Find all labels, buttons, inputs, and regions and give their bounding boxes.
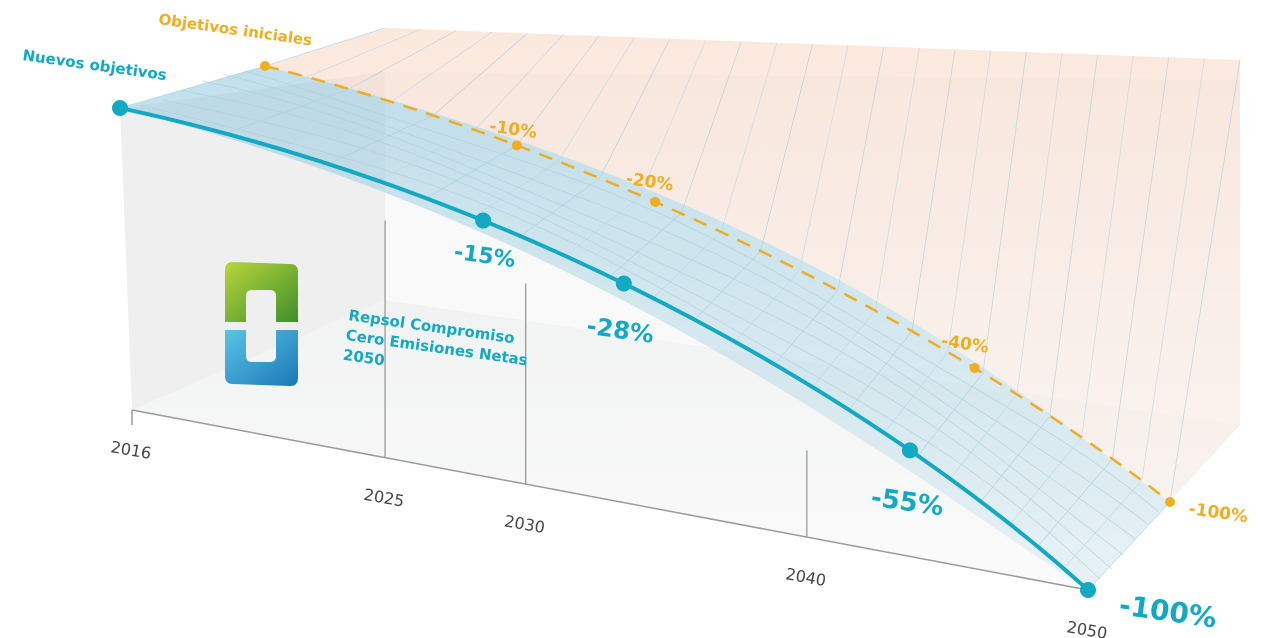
point-nuevos-2050 (1080, 582, 1096, 598)
legend-objetivos-iniciales: Objetivos iniciales (157, 10, 313, 49)
x-tick-label-2016: 2016 (109, 437, 152, 463)
data-label-iniciales-2050: -100% (1187, 499, 1249, 527)
orange-surface (265, 28, 1240, 502)
x-tick-label-2050: 2050 (1065, 617, 1108, 638)
x-tick-label-2030: 2030 (503, 511, 546, 537)
chart-box: 2016 2025 2030 2040 2050 (109, 27, 1241, 638)
point-nuevos-2030 (615, 275, 632, 292)
series-objetivos-iniciales-line (264, 64, 1171, 503)
x-axis-line (131, 409, 1089, 591)
point-nuevos-2040 (901, 442, 918, 459)
series-nuevos-objetivos-line (119, 106, 1090, 592)
point-iniciales-2040 (969, 363, 980, 374)
chart-floor (132, 300, 1240, 590)
point-nuevos-2025 (475, 212, 492, 229)
x-tick-label-2040: 2040 (784, 564, 827, 590)
point-iniciales-2050 (1165, 497, 1175, 507)
blue-surface (120, 66, 1170, 590)
repsol-emissions-logo-icon (225, 262, 298, 386)
data-label-nuevos-2050: -100% (1117, 588, 1219, 634)
point-nuevos-2016 (112, 100, 128, 116)
legend-nuevos-objetivos: Nuevos objetivos (21, 46, 167, 84)
logo-text-line-3: 2050 (342, 346, 386, 370)
x-tick-label-2025: 2025 (362, 485, 405, 511)
point-iniciales-2025 (511, 140, 522, 151)
point-iniciales-2030 (650, 196, 661, 207)
point-iniciales-2016 (260, 61, 270, 71)
